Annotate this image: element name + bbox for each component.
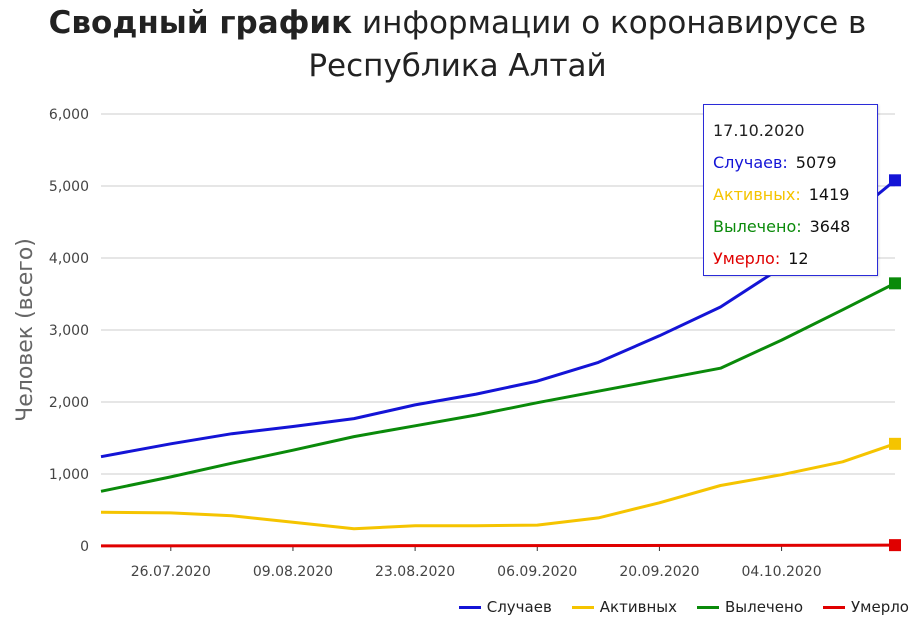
y-tick-label: 5,000 (49, 179, 89, 195)
legend-swatch-cases (458, 605, 481, 609)
end-markers (889, 174, 901, 552)
chart-title-rest: информации о коронавирусе в Республика А… (308, 5, 867, 84)
tooltip-value-cases: 5079 (795, 153, 837, 172)
tooltip-label-active: Активных: (713, 185, 801, 204)
tooltip-value-active: 1419 (808, 185, 850, 204)
series-lines (100, 179, 896, 548)
x-tick-label: 06.09.2020 (497, 564, 577, 580)
tooltip-label-deaths: Умерло: (713, 249, 781, 268)
tooltip-row-active: Активных: 1419 (713, 185, 849, 204)
tooltip-label-cases: Случаев: (713, 153, 788, 172)
series-line-3 (100, 543, 896, 548)
y-tick-label: 3,000 (49, 323, 89, 339)
tooltip-row-deaths: Умерло: 12 (713, 249, 809, 268)
legend-swatch-deaths (823, 605, 846, 609)
series-end-marker-0[interactable] (889, 174, 901, 187)
legend-swatch-active (571, 605, 594, 609)
series-line-1 (100, 442, 896, 531)
tooltip-label-recovered: Вылечено: (713, 217, 802, 236)
legend-item-deaths[interactable]: Умерло (823, 598, 909, 616)
chart-legend: Случаев Активных Вылечено Умерло (458, 598, 909, 616)
y-axis-label: Человек (всего) (13, 238, 38, 422)
x-tick-label: 09.08.2020 (253, 564, 333, 580)
x-axis-ticks: 26.07.2020 09.08.2020 23.08.2020 06.09.2020… (131, 546, 822, 580)
series-end-marker-1[interactable] (889, 437, 901, 450)
chart-title-bold: Сводный график (48, 5, 353, 41)
y-tick-label: 4,000 (49, 251, 89, 267)
y-tick-label: 6,000 (49, 107, 89, 123)
series-line-2 (100, 281, 896, 493)
tooltip-value-deaths: 12 (788, 249, 809, 268)
legend-swatch-recovered (696, 605, 719, 609)
data-tooltip: 17.10.2020 Случаев: 5079 Активных: 1419 Вы… (703, 104, 878, 276)
legend-item-active[interactable]: Активных (571, 598, 677, 616)
legend-item-cases[interactable]: Случаев (458, 598, 552, 616)
series-end-marker-3[interactable] (889, 539, 901, 552)
x-tick-label: 23.08.2020 (375, 564, 455, 580)
legend-label-cases: Случаев (486, 598, 552, 616)
y-tick-label: 0 (80, 539, 89, 555)
x-tick-label: 20.09.2020 (619, 564, 699, 580)
y-axis-ticks: 0 1,000 2,000 3,000 4,000 5,000 6,000 (49, 107, 89, 555)
legend-label-active: Активных (599, 598, 677, 616)
legend-label-deaths: Умерло (851, 598, 909, 616)
x-tick-label: 26.07.2020 (131, 564, 211, 580)
legend-label-recovered: Вылечено (724, 598, 804, 616)
tooltip-date: 17.10.2020 (713, 121, 805, 140)
tooltip-value-recovered: 3648 (809, 217, 851, 236)
tooltip-row-recovered: Вылечено: 3648 (713, 217, 850, 236)
legend-item-recovered[interactable]: Вылечено (696, 598, 804, 616)
y-tick-label: 1,000 (49, 467, 89, 483)
tooltip-row-cases: Случаев: 5079 (713, 153, 837, 172)
chart-title: Сводный график информации о коронавирусе… (0, 2, 915, 88)
x-tick-label: 04.10.2020 (741, 564, 821, 580)
series-end-marker-2[interactable] (889, 277, 901, 290)
y-tick-label: 2,000 (49, 395, 89, 411)
